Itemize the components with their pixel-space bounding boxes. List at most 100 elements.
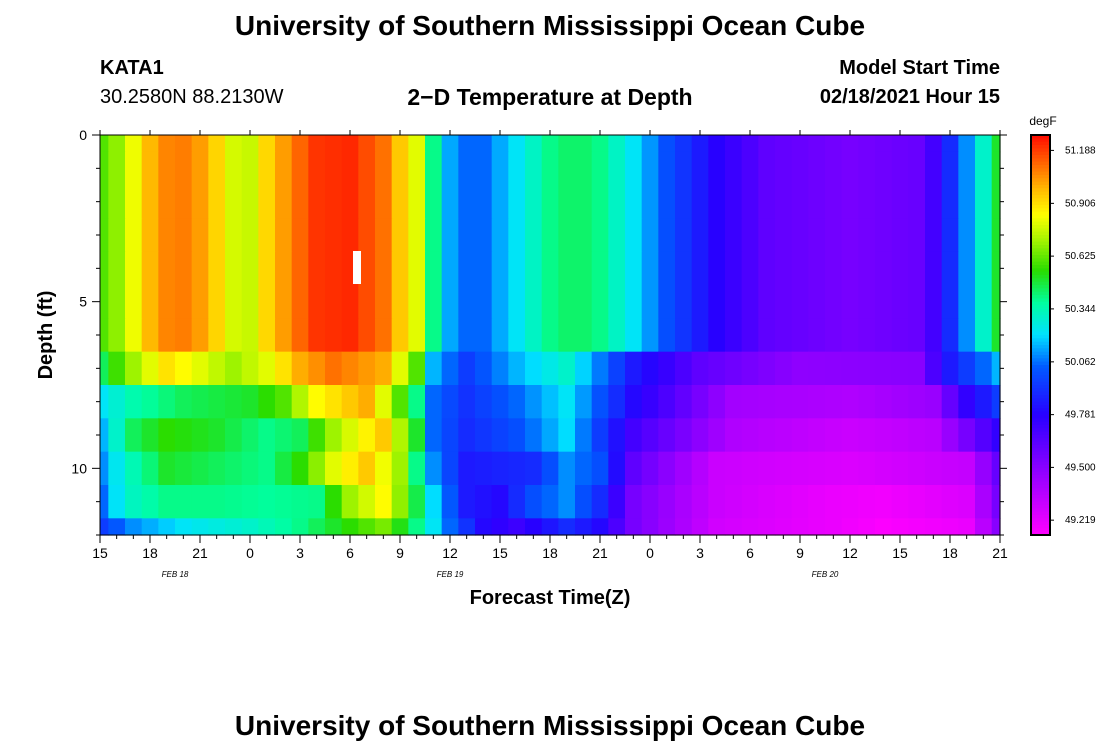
colorbar-label: 49.219 xyxy=(1065,515,1096,526)
heatmap-cell xyxy=(808,251,826,286)
heatmap-cell xyxy=(175,518,193,536)
heatmap-cell xyxy=(141,351,159,386)
colorbar-swatch xyxy=(1031,515,1050,519)
heatmap-cell xyxy=(541,135,559,153)
colorbar-swatch xyxy=(1031,288,1050,293)
heatmap-cell xyxy=(341,135,359,153)
heatmap-cell xyxy=(775,218,793,253)
heatmap-cell xyxy=(858,385,876,419)
heatmap-cell xyxy=(141,485,159,519)
heatmap-cell xyxy=(958,518,976,536)
colorbar-swatch xyxy=(1031,448,1050,453)
heatmap-cell xyxy=(158,418,176,453)
heatmap-cell xyxy=(291,351,309,386)
heatmap-cell xyxy=(525,185,543,219)
heatmap-cell xyxy=(100,251,109,286)
heatmap-cell xyxy=(658,451,676,486)
colorbar-swatch xyxy=(1031,211,1050,216)
heatmap-cell xyxy=(591,318,609,353)
heatmap-cell xyxy=(225,451,243,486)
heatmap-cell xyxy=(975,135,993,153)
heatmap-cell xyxy=(891,318,909,353)
heatmap-cell xyxy=(158,351,176,386)
heatmap-cell xyxy=(258,485,276,519)
heatmap-cell xyxy=(491,485,509,519)
heatmap-cell xyxy=(958,285,976,319)
heatmap-cell xyxy=(641,318,659,353)
heatmap-cell xyxy=(608,351,626,386)
heatmap-cell xyxy=(241,285,259,319)
heatmap-cell xyxy=(658,218,676,253)
heatmap-cell xyxy=(708,485,726,519)
x-tick-label: 15 xyxy=(492,545,508,561)
heatmap-cell xyxy=(675,135,693,153)
heatmap-cell xyxy=(741,285,759,319)
heatmap-cell xyxy=(541,318,559,353)
heatmap-cell xyxy=(658,485,676,519)
colorbar-swatch xyxy=(1031,365,1050,369)
heatmap-cell xyxy=(391,418,409,453)
heatmap-cell xyxy=(908,451,926,486)
heatmap-cell xyxy=(525,518,543,536)
heatmap-cell xyxy=(208,135,226,153)
x-tick-label: 0 xyxy=(246,545,254,561)
heatmap-cell xyxy=(308,485,326,519)
heatmap-cell xyxy=(158,518,176,536)
colorbar-label: 50.344 xyxy=(1065,304,1096,315)
heatmap-cell xyxy=(791,451,809,486)
heatmap-cell xyxy=(225,351,243,386)
heatmap-cell xyxy=(291,218,309,253)
heatmap-cell xyxy=(591,351,609,386)
colorbar-swatch xyxy=(1031,498,1050,503)
heatmap-cell xyxy=(358,135,376,153)
heatmap-cell xyxy=(975,485,993,519)
colorbar-swatch xyxy=(1031,248,1050,253)
heatmap-cell xyxy=(458,251,476,286)
heatmap-cell xyxy=(608,251,626,286)
heatmap-cell xyxy=(108,151,126,186)
heatmap-cell xyxy=(358,318,376,353)
heatmap-cell xyxy=(775,135,793,153)
colorbar-swatch xyxy=(1031,225,1050,229)
heatmap-cell xyxy=(391,351,409,386)
heatmap-cell xyxy=(458,451,476,486)
heatmap-cell xyxy=(808,451,826,486)
heatmap-cell xyxy=(408,351,426,386)
heatmap-cell xyxy=(925,451,943,486)
heatmap-cell xyxy=(475,485,493,519)
heatmap-cell xyxy=(341,518,359,536)
heatmap-cell xyxy=(341,485,359,519)
heatmap-cell xyxy=(558,151,576,186)
heatmap-cell xyxy=(208,385,226,419)
colorbar-swatch xyxy=(1031,488,1050,493)
heatmap-cell xyxy=(158,451,176,486)
colorbar-swatch xyxy=(1031,518,1050,523)
colorbar-swatch xyxy=(1031,195,1050,199)
heatmap-cell xyxy=(441,518,459,536)
heatmap-cell xyxy=(225,151,243,186)
heatmap-cell xyxy=(458,351,476,386)
station-id: KATA1 xyxy=(100,57,164,79)
heatmap-cell xyxy=(308,451,326,486)
heatmap-cell xyxy=(125,451,143,486)
colorbar-label: 50.625 xyxy=(1065,251,1096,262)
colorbar-swatch xyxy=(1031,438,1050,443)
colorbar-swatch xyxy=(1031,351,1050,356)
heatmap-cell xyxy=(408,185,426,219)
heatmap-cell xyxy=(291,485,309,519)
heatmap-cell xyxy=(375,285,393,319)
heatmap-cell xyxy=(991,318,1001,353)
heatmap-cell xyxy=(325,285,343,319)
heatmap-cell xyxy=(308,385,326,419)
heatmap-cell xyxy=(558,351,576,386)
colorbar-swatch xyxy=(1031,361,1050,366)
heatmap-cell xyxy=(608,485,626,519)
heatmap-cell xyxy=(258,451,276,486)
heatmap-cell xyxy=(141,218,159,253)
heatmap-cell xyxy=(541,451,559,486)
heatmap-cell xyxy=(358,451,376,486)
heatmap-cell xyxy=(841,285,859,319)
colorbar-swatch xyxy=(1031,275,1050,279)
heatmap-cell xyxy=(608,185,626,219)
colorbar-swatch xyxy=(1031,415,1050,419)
